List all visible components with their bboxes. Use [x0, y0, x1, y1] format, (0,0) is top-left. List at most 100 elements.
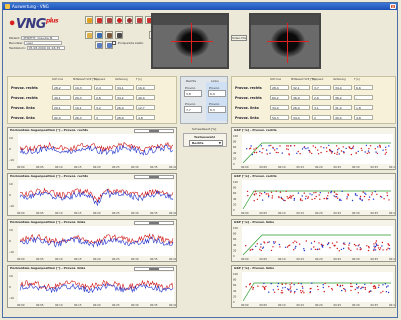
gsp-point — [343, 287, 345, 290]
y-tick-label: 0 — [233, 254, 235, 258]
gsp-point — [368, 245, 370, 248]
calibrate-icon[interactable] — [85, 16, 93, 24]
gsp-point — [260, 249, 262, 252]
gsp-point — [317, 288, 319, 291]
eye-icon[interactable] — [125, 16, 133, 24]
gsp-point — [319, 198, 321, 200]
gsp-point — [281, 198, 284, 200]
settings-icon[interactable] — [135, 16, 143, 24]
gsp-point — [264, 242, 266, 244]
gsp-point — [345, 147, 347, 150]
gsp-point — [309, 151, 311, 153]
gsp-point — [368, 152, 370, 154]
y-tick-label: 0 — [9, 147, 11, 151]
scroll-thumb[interactable] — [149, 268, 159, 270]
gsp-point — [374, 286, 377, 288]
gsp-point — [377, 247, 380, 249]
threshold-field[interactable]: 7,7 — [184, 106, 202, 113]
gsp-point — [301, 195, 303, 197]
table-cell: 26,4 — [291, 105, 310, 110]
gsp-point — [311, 194, 313, 196]
gsp-point — [273, 242, 275, 244]
x-tick-label: 00:05 — [36, 165, 44, 169]
x-tick-label: 00:35 — [371, 303, 379, 307]
gsp-point — [290, 282, 293, 284]
gsp-point — [327, 192, 330, 194]
gsp-point — [289, 195, 291, 197]
align-right-icon[interactable] — [105, 41, 113, 49]
table-header: Verteilung — [333, 78, 346, 81]
gsp-point — [287, 197, 289, 200]
gsp-point — [318, 242, 320, 244]
test-select[interactable]: Rechts — [189, 140, 223, 146]
gsp-point — [346, 196, 348, 198]
gsp-point — [368, 199, 370, 201]
align-left-icon[interactable] — [95, 41, 103, 49]
gsp-point — [371, 192, 373, 194]
gsp-point — [246, 190, 249, 193]
pen-icon[interactable] — [115, 31, 123, 39]
gsp-point — [284, 286, 286, 289]
gsp-point — [338, 250, 340, 252]
record-icon[interactable] — [95, 16, 103, 24]
gsp-point — [335, 196, 338, 198]
gsp-point — [265, 285, 267, 288]
video-button[interactable]: Video fds — [231, 35, 247, 41]
folder-icon[interactable] — [85, 31, 93, 39]
x-tick-label: 00:20 — [93, 303, 101, 307]
chart-scrollbar[interactable] — [134, 129, 174, 133]
chart-scrollbar[interactable] — [134, 221, 174, 225]
gsp-point — [260, 243, 262, 245]
tool-icon[interactable] — [105, 31, 113, 39]
endpoints-checkbox[interactable] — [112, 41, 116, 45]
eye-position-chart: Horizontale Augenposition [°] - Provoz. … — [7, 173, 177, 216]
scroll-thumb[interactable] — [149, 176, 159, 178]
gsp-point — [296, 241, 298, 243]
close-button[interactable]: × — [390, 4, 396, 9]
gsp-point — [303, 249, 306, 252]
chart-scrollbar[interactable] — [134, 175, 174, 179]
gsp-point — [259, 192, 261, 194]
gsp-point — [303, 292, 305, 294]
gsp-point — [320, 146, 322, 148]
gsp-point — [338, 153, 340, 155]
gsp-point — [347, 194, 349, 196]
row-label: Provoz. links — [11, 106, 35, 110]
scroll-thumb[interactable] — [149, 130, 159, 132]
gsp-point — [275, 190, 277, 192]
gsp-point — [310, 287, 312, 290]
gsp-point — [375, 151, 377, 153]
table-cell: 92,0 — [52, 115, 71, 120]
y-tick-label: 40 — [233, 243, 237, 247]
gsp-point — [359, 249, 361, 251]
chart-scrollbar[interactable] — [134, 267, 174, 271]
gsp-point — [359, 198, 361, 200]
threshold-field[interactable]: 3,8 — [184, 90, 202, 97]
gsp-point — [352, 145, 355, 147]
test-selection: Testauswahl Rechts — [183, 133, 227, 147]
gsp-point — [310, 242, 313, 244]
table-cell: 3,7 — [312, 85, 331, 90]
target-icon[interactable] — [115, 16, 123, 24]
x-tick-label: 00:25 — [112, 303, 120, 307]
gsp-point — [376, 193, 378, 195]
x-tick-label: 00:25 — [334, 211, 342, 215]
patient-field: PHIMTIT, Claudia M. — [21, 36, 60, 40]
threshold-field[interactable]: 6,9 — [208, 90, 226, 97]
gsp-point — [348, 242, 351, 244]
plot-area — [242, 134, 393, 164]
gsp-point — [378, 284, 380, 286]
threshold-field[interactable]: 6,3 — [208, 106, 226, 113]
scroll-thumb[interactable] — [149, 222, 159, 224]
gsp-point — [255, 245, 257, 248]
x-tick-label: 00:15 — [74, 211, 82, 215]
export-icon[interactable] — [95, 31, 103, 39]
play-icon[interactable] — [105, 16, 113, 24]
gsp-point — [317, 248, 319, 250]
y-tick-label: -10 — [9, 250, 14, 254]
x-tick-label: 00:05 — [36, 211, 44, 215]
gsp-point — [379, 247, 382, 249]
gsp-point — [302, 290, 304, 292]
gsp-point — [342, 146, 344, 148]
row-label: Provoz. links — [235, 106, 259, 110]
